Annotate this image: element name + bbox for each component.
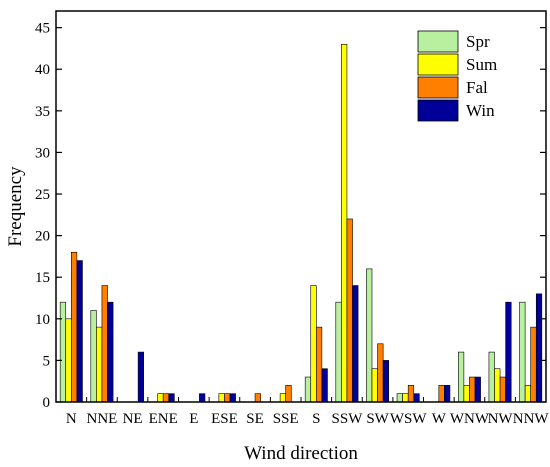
bar-win-ene	[168, 393, 175, 403]
y-tick-label: 45	[35, 21, 50, 37]
bar-sum-nw	[494, 368, 501, 403]
y-tick-label: 35	[35, 104, 50, 120]
bar-fal-nnw	[530, 326, 537, 403]
bar-fal-ese	[224, 393, 231, 403]
bar-sum-wnw	[463, 385, 470, 403]
bar-win-wsw	[413, 393, 420, 403]
legend: Spr Sum Fal Win	[417, 30, 497, 122]
x-tick-label: NNW	[513, 411, 550, 427]
y-tick-label: 0	[43, 395, 51, 411]
x-tick-label: NE	[123, 411, 143, 427]
bar-sum-ssw	[341, 43, 348, 403]
bar-spr-s	[304, 376, 312, 403]
bar-fal-s	[316, 326, 323, 403]
bar-spr-n	[59, 301, 67, 403]
bar-win-s	[321, 368, 328, 403]
bar-win-ne	[137, 351, 145, 403]
bar-spr-nw	[488, 351, 495, 403]
bar-sum-n	[65, 318, 72, 403]
y-tick-label: 10	[35, 312, 50, 328]
x-tick-label: NNE	[87, 411, 118, 427]
bar-win-nne	[107, 301, 114, 403]
y-tick-label: 5	[43, 353, 51, 369]
bar-fal-nne	[101, 285, 108, 403]
bar-win-wnw	[474, 376, 481, 403]
x-tick-label: WSW	[390, 411, 428, 427]
x-tick-label: E	[189, 411, 198, 427]
bar-spr-nne	[90, 310, 97, 403]
bar-sum-s	[310, 285, 317, 403]
x-axis-title: Wind direction	[244, 443, 358, 464]
bar-fal-se	[254, 393, 261, 403]
bar-win-nnw	[535, 293, 543, 403]
bar-fal-n	[71, 251, 78, 403]
bar-win-e	[199, 393, 206, 403]
x-tick-label: N	[66, 411, 77, 427]
x-tick-label: S	[312, 411, 320, 427]
x-tick-label: ENE	[149, 411, 178, 427]
bar-sum-nne	[96, 326, 103, 403]
y-tick-label: 25	[35, 187, 50, 203]
x-tick-label: WNW	[450, 411, 490, 427]
legend-label-spr: Spr	[466, 32, 490, 51]
bars-group	[59, 43, 543, 403]
bar-win-w	[444, 385, 451, 403]
x-tick-label: SSE	[273, 411, 299, 427]
bar-fal-sse	[285, 385, 292, 403]
x-tick-label: NW	[488, 411, 514, 427]
bar-win-sw	[382, 360, 390, 403]
y-tick-label: 30	[35, 145, 50, 161]
bar-fal-wnw	[469, 376, 476, 403]
bar-fal-wsw	[407, 385, 415, 403]
bar-fal-ssw	[346, 218, 353, 403]
bar-sum-ese	[218, 393, 225, 403]
legend-swatch-spr	[417, 30, 459, 53]
bar-win-n	[76, 260, 83, 403]
legend-swatch-win	[417, 99, 459, 122]
bar-sum-ene	[157, 393, 164, 403]
bar-spr-sw	[366, 268, 373, 403]
legend-swatch-sum	[417, 53, 459, 76]
x-tick-label: SW	[366, 411, 389, 427]
bar-win-ssw	[352, 285, 359, 403]
bar-sum-wsw	[402, 393, 409, 403]
x-tick-label: W	[432, 411, 447, 427]
bar-fal-ene	[162, 393, 170, 403]
bar-sum-sse	[279, 393, 286, 403]
legend-label-fal: Fal	[466, 78, 488, 97]
bar-win-ese	[229, 393, 236, 403]
y-tick-label: 20	[35, 229, 50, 245]
bar-fal-nw	[499, 376, 506, 403]
y-axis-title: Frequency	[5, 166, 26, 247]
x-tick-label: ESE	[211, 411, 238, 427]
bar-sum-sw	[371, 368, 378, 403]
bar-fal-w	[438, 385, 445, 403]
bar-spr-wnw	[457, 351, 465, 403]
legend-label-win: Win	[466, 101, 495, 120]
legend-label-sum: Sum	[466, 55, 497, 74]
bar-sum-nnw	[524, 385, 531, 403]
axes-group: 0 5 10 15 20 25 30 35 40 45 N NNE NE ENE E ESE SE SSE S SSW…	[35, 21, 549, 427]
y-tick-label: 15	[35, 270, 50, 286]
bar-spr-ssw	[335, 301, 342, 403]
bar-fal-sw	[377, 343, 384, 403]
bar-spr-nnw	[519, 301, 526, 403]
x-tick-label: SSW	[332, 411, 364, 427]
legend-swatch-fal	[417, 76, 459, 99]
x-tick-label: SE	[246, 411, 264, 427]
bar-spr-wsw	[396, 393, 403, 403]
bar-win-nw	[505, 301, 512, 403]
y-tick-label: 40	[35, 62, 50, 78]
